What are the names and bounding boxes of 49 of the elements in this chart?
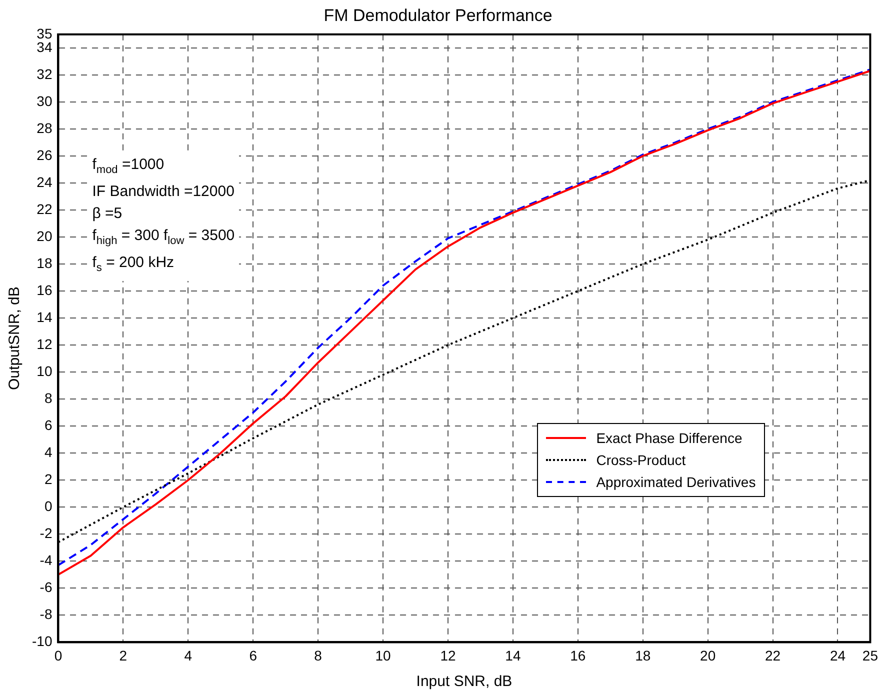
annotation: IF Bandwidth =12000 (92, 182, 235, 202)
x-tick-label: 2 (119, 647, 128, 664)
legend-label: Approximated Derivatives (596, 474, 756, 490)
y-tick-label: 28 (36, 120, 52, 136)
x-tick-label: 8 (314, 647, 322, 664)
y-tick-label: 18 (36, 254, 52, 271)
y-tick-label: 4 (44, 444, 52, 460)
x-tick-label: 4 (184, 647, 192, 664)
x-tick-label: 16 (570, 647, 586, 664)
x-tick-label: 12 (440, 647, 456, 664)
y-tick-label: 32 (36, 66, 52, 82)
chart-title: FM Demodulator Performance (324, 6, 552, 25)
annotation: f$_{s}$ = 200 kHz (92, 253, 176, 276)
x-tick-label: 6 (249, 647, 258, 664)
y-tick-label: -6 (40, 579, 52, 596)
x-tick-label: 22 (764, 647, 781, 664)
y-tick-label: 16 (36, 282, 52, 298)
y-axis-title: OutputSNR, dB (6, 286, 24, 390)
x-tick-label: 20 (700, 647, 716, 664)
x-tick-label: 10 (375, 647, 392, 664)
y-tick-label: 2 (44, 470, 52, 487)
annotation: f$_{high}$ = 300 f$_{low}$ = 3500 (92, 226, 235, 250)
y-tick-label: -10 (32, 633, 52, 650)
y-tick-label: 0 (44, 498, 52, 514)
legend-label: Exact Phase Difference (596, 430, 742, 446)
y-tick-label: 20 (36, 228, 52, 244)
annotation: β =5 (92, 204, 124, 224)
y-tick-label: 14 (36, 308, 52, 325)
x-tick-label: 14 (505, 647, 521, 664)
y-tick-label: -4 (40, 552, 52, 568)
y-tick-label: 22 (36, 200, 52, 217)
y-tick-label: 24 (36, 174, 52, 190)
y-tick-label: 35 (36, 25, 52, 42)
y-tick-label: 12 (36, 336, 52, 352)
y-tick-label: 8 (44, 390, 52, 406)
x-tick-label: 18 (635, 647, 651, 664)
annotation: f$_{mod}$ =1000 (92, 155, 166, 178)
y-tick-label: -2 (40, 525, 52, 542)
x-tick-label: 24 (830, 647, 846, 664)
y-tick-label: 10 (36, 362, 52, 379)
x-tick-label: 25 (862, 647, 878, 664)
legend-label: Cross-Product (596, 452, 686, 468)
y-tick-label: 30 (36, 92, 52, 109)
y-tick-label: 34 (36, 38, 52, 55)
x-tick-label: 0 (54, 647, 62, 664)
y-tick-label: -8 (40, 606, 52, 622)
y-tick-label: 26 (36, 146, 52, 163)
y-tick-label: 6 (44, 416, 52, 433)
x-axis-title: Input SNR, dB (416, 673, 512, 690)
